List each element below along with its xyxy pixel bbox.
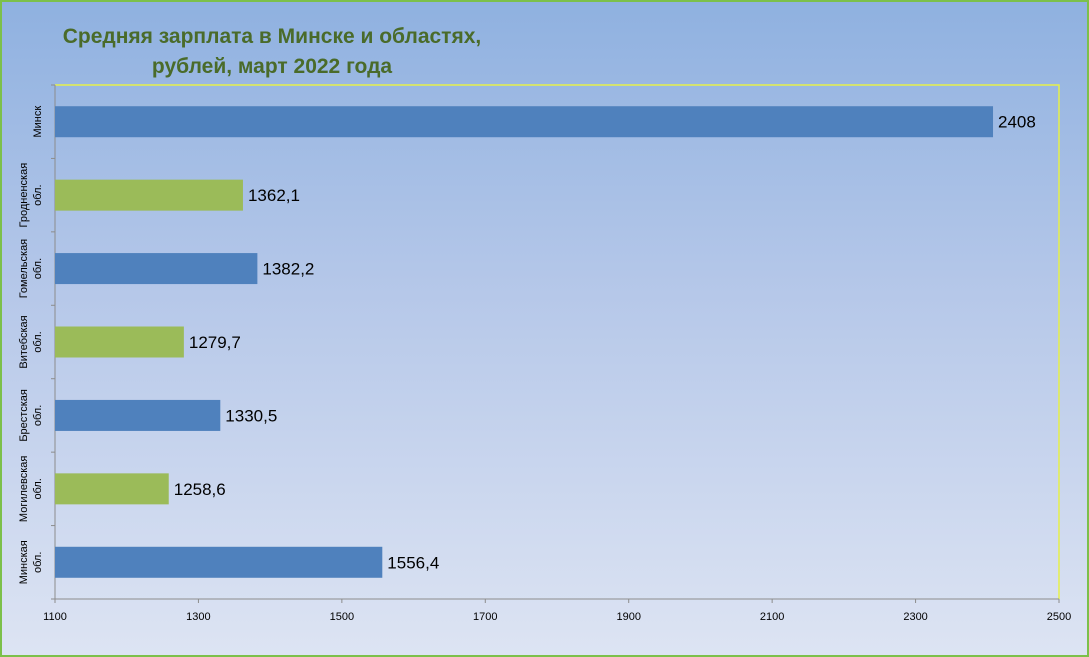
x-tick-label: 1700 [473,611,497,623]
bar [55,546,383,578]
bar [55,179,243,211]
category-label-line: обл. [32,258,44,279]
category-label: Могилевская обл. [18,456,44,522]
category-label-line: обл. [32,552,44,573]
category-label-line: Минск [32,106,44,138]
category-label: Гродненская обл. [18,163,44,228]
bar [55,253,258,285]
category-label-line: Гомельская [18,239,30,298]
category-label-line: обл. [32,478,44,499]
bar-value-label: 1279,7 [189,333,241,352]
category-label: Минск [32,106,44,138]
bar-value-label: 1362,1 [248,186,300,205]
bar [55,326,184,358]
x-tick-label: 2100 [760,611,784,623]
category-label-line: обл. [32,331,44,352]
chart-title-line-1: Средняя зарплата в Минске и областях, [62,25,482,48]
category-label: Витебская обл. [18,315,44,368]
category-label-line: Гродненская [18,163,30,228]
plot-frame [55,84,1060,599]
category-label-line: обл. [32,405,44,426]
bar-value-label: 2408 [998,113,1036,132]
x-tick-label: 1100 [43,611,67,623]
category-label-line: Могилевская [18,456,30,522]
x-tick-label: 1900 [616,611,640,623]
chart-title: Средняя зарплата в Минске и областях, ру… [52,22,492,82]
x-tick-label: 1500 [330,611,354,623]
bar-value-label: 1330,5 [225,406,277,425]
category-label: Брестская обл. [18,389,44,442]
category-label: Гомельская обл. [18,239,44,298]
x-tick-label: 2300 [903,611,927,623]
x-tick-label: 2500 [1047,611,1071,623]
bar [55,399,221,431]
bar [55,473,169,505]
category-label-line: обл. [32,184,44,205]
bar-value-label: 1382,2 [262,260,314,279]
category-label-line: Минская [18,540,30,584]
x-tick-label: 1300 [186,611,210,623]
category-label: Минская обл. [18,540,44,584]
category-label-line: Брестская [18,389,30,442]
chart-title-line-2: рублей, март 2022 года [151,55,393,78]
bar-value-label: 1556,4 [387,553,439,572]
bar [55,106,994,138]
bar-value-label: 1258,6 [174,480,226,499]
category-label-line: Витебская [18,315,30,368]
